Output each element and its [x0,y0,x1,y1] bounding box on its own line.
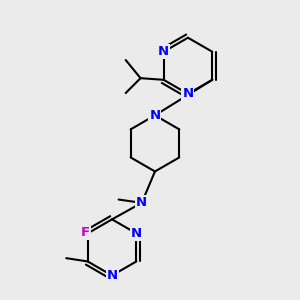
Text: N: N [136,196,147,209]
Text: N: N [149,109,161,122]
Text: N: N [131,227,142,240]
Text: N: N [158,45,169,58]
Text: N: N [106,269,118,282]
Text: F: F [80,226,90,239]
Text: N: N [182,87,194,101]
